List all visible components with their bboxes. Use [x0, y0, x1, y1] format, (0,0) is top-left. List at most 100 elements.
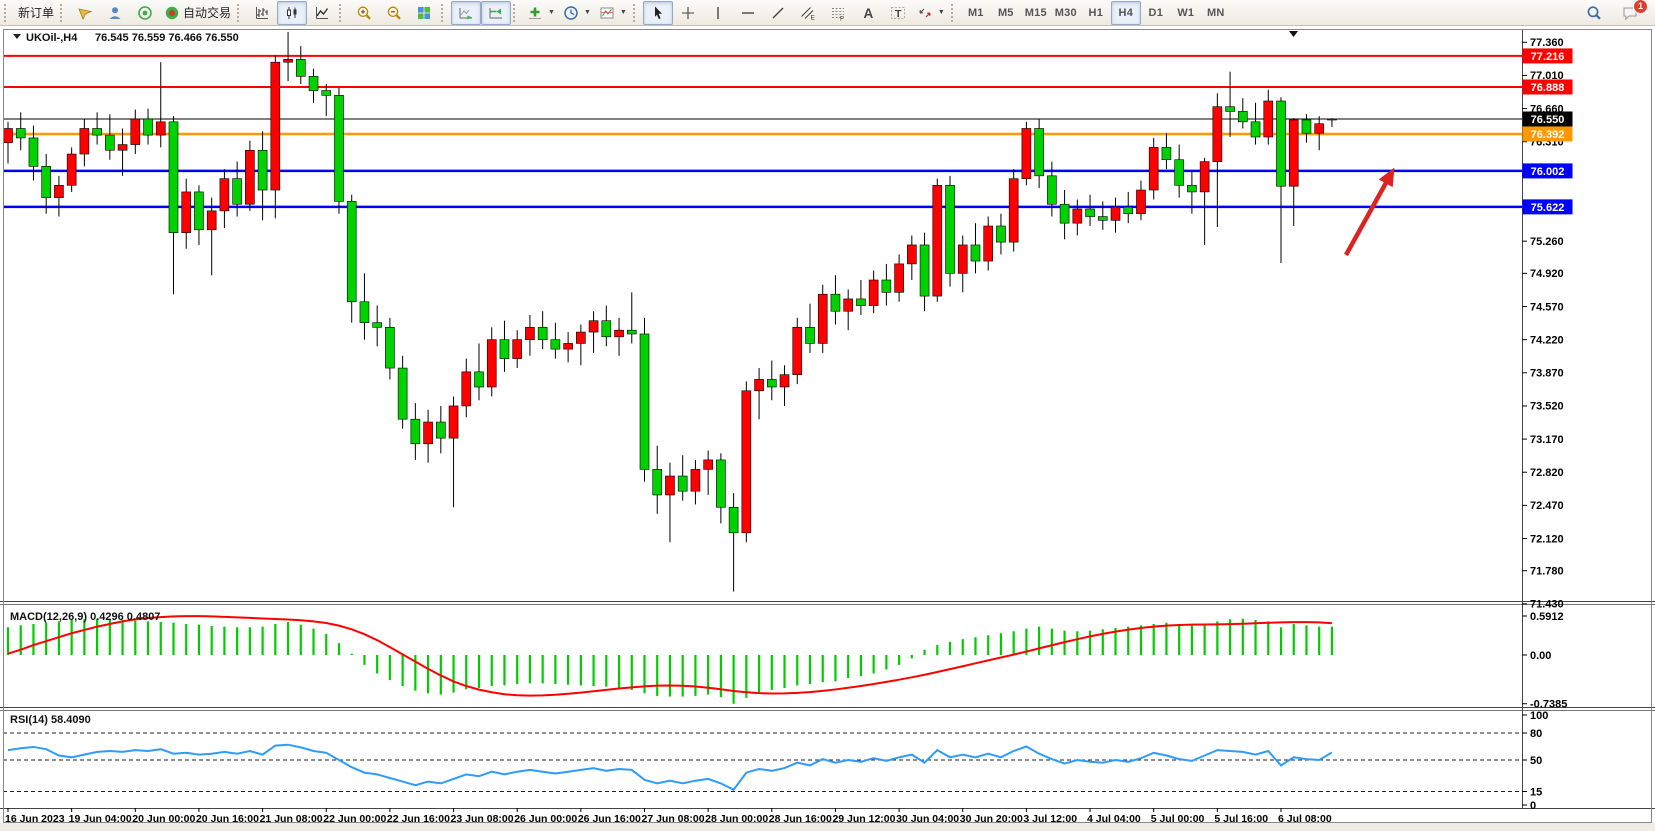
candle[interactable]: [155, 62, 166, 148]
candle[interactable]: [614, 317, 624, 356]
candle[interactable]: [1238, 98, 1248, 129]
candle[interactable]: [1123, 191, 1134, 224]
candle[interactable]: [143, 108, 153, 145]
candle[interactable]: [295, 46, 306, 84]
candle[interactable]: [232, 161, 242, 217]
candle[interactable]: [843, 289, 853, 331]
candle[interactable]: [703, 450, 713, 495]
candle[interactable]: [817, 284, 828, 353]
candle[interactable]: [245, 140, 255, 211]
candle[interactable]: [54, 175, 64, 217]
candle[interactable]: [206, 197, 217, 276]
candle[interactable]: [677, 455, 688, 501]
candle[interactable]: [1187, 171, 1197, 214]
candle[interactable]: [130, 109, 141, 155]
candle[interactable]: [92, 112, 102, 145]
new-order-button[interactable]: 新订单: [14, 1, 58, 25]
candle[interactable]: [1327, 118, 1337, 127]
tf-m30-button[interactable]: M30: [1051, 1, 1081, 25]
candle[interactable]: [919, 232, 930, 312]
candle[interactable]: [894, 254, 904, 302]
chart-end-marker-icon[interactable]: [1289, 31, 1298, 37]
candle[interactable]: [194, 185, 204, 245]
tf-m5-button[interactable]: M5: [991, 1, 1021, 25]
candle[interactable]: [1097, 201, 1108, 230]
candle[interactable]: [270, 55, 281, 219]
candle[interactable]: [945, 175, 955, 287]
candle[interactable]: [601, 305, 612, 347]
candle[interactable]: [410, 403, 421, 460]
candle[interactable]: [372, 305, 382, 347]
candle[interactable]: [397, 355, 408, 429]
rsi-pane[interactable]: [3, 732, 1522, 792]
candle[interactable]: [79, 119, 90, 167]
label-button[interactable]: T: [883, 1, 913, 25]
arrows-button[interactable]: ▼: [913, 1, 949, 25]
candle[interactable]: [308, 68, 319, 103]
candle[interactable]: [754, 368, 764, 420]
candle[interactable]: [1314, 116, 1324, 151]
candle[interactable]: [983, 216, 994, 271]
autotrading-button[interactable]: 自动交易: [160, 1, 235, 25]
candle[interactable]: [1085, 194, 1095, 227]
candle[interactable]: [957, 235, 968, 293]
insert-group-handle[interactable]: [513, 3, 519, 22]
candle[interactable]: [779, 365, 790, 406]
timeframe-group-handle[interactable]: [950, 3, 957, 22]
zoom-out-button[interactable]: [379, 1, 409, 25]
candle[interactable]: [665, 462, 675, 543]
notifications-button[interactable]: 1: [1615, 0, 1648, 25]
auto-scroll-button[interactable]: [451, 0, 482, 25]
candle[interactable]: [1034, 119, 1044, 189]
candle[interactable]: [537, 311, 548, 350]
candle[interactable]: [28, 125, 39, 181]
news-button[interactable]: [130, 1, 160, 25]
channel-button[interactable]: E: [793, 1, 823, 25]
text-button[interactable]: A: [853, 1, 883, 25]
tools-group-handle[interactable]: [632, 3, 639, 22]
candle[interactable]: [1161, 133, 1172, 170]
candle[interactable]: [881, 263, 892, 306]
candle[interactable]: [932, 178, 943, 302]
candle[interactable]: [856, 279, 866, 316]
candle[interactable]: [639, 317, 650, 482]
candle[interactable]: [257, 131, 268, 221]
candle[interactable]: [499, 320, 510, 372]
price-pane[interactable]: [3, 31, 1522, 592]
candle[interactable]: [792, 317, 803, 385]
candle[interactable]: [588, 311, 599, 353]
tf-m1-button[interactable]: M1: [961, 1, 991, 25]
macd-pane[interactable]: [6, 615, 1334, 704]
candle[interactable]: [461, 358, 472, 418]
candle[interactable]: [321, 83, 332, 117]
candle[interactable]: [741, 381, 752, 543]
tf-m15-button[interactable]: M15: [1021, 1, 1051, 25]
candle[interactable]: [652, 445, 663, 514]
candle[interactable]: [550, 322, 561, 359]
market-watch-button[interactable]: [70, 1, 100, 25]
candle[interactable]: [486, 327, 497, 397]
templates-button[interactable]: ▼: [595, 1, 631, 25]
candle[interactable]: [1059, 190, 1070, 240]
chart-canvas[interactable]: 77.36077.01076.66076.31075.96075.26074.9…: [0, 26, 1655, 831]
chart-type-group-handle[interactable]: [237, 3, 243, 22]
candle[interactable]: [1072, 199, 1083, 236]
candle[interactable]: [423, 409, 433, 463]
candle[interactable]: [334, 87, 344, 214]
candle[interactable]: [1288, 118, 1299, 227]
candle[interactable]: [448, 396, 459, 508]
candle[interactable]: [576, 324, 586, 366]
candle[interactable]: [474, 343, 484, 401]
fibonacci-button[interactable]: F: [823, 1, 853, 25]
candle[interactable]: [1263, 89, 1274, 145]
candle[interactable]: [436, 405, 446, 454]
candle[interactable]: [716, 453, 726, 524]
tf-h4-button[interactable]: H4: [1110, 0, 1141, 25]
candle[interactable]: [1301, 114, 1312, 143]
tf-w1-button[interactable]: W1: [1171, 1, 1201, 25]
scroll-group-handle[interactable]: [441, 3, 447, 22]
candle[interactable]: [868, 270, 879, 314]
candle[interactable]: [1225, 71, 1235, 137]
candle[interactable]: [1174, 144, 1184, 198]
candle[interactable]: [1250, 102, 1261, 145]
